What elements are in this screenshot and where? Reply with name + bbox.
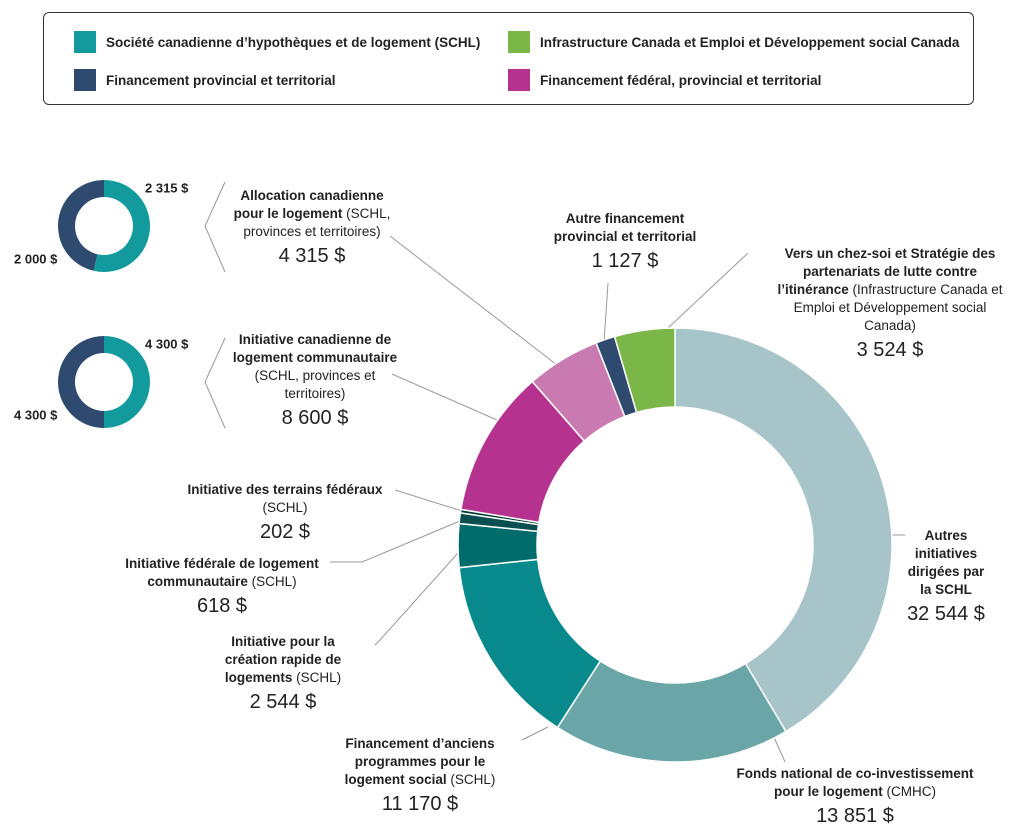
legend-label: Infrastructure Canada et Emploi et Dével… <box>540 34 960 50</box>
legend-swatch <box>74 31 96 53</box>
value-label: 4 300 $ <box>145 336 189 351</box>
label-title: Vers un chez-soi et Stratégie des parten… <box>777 246 996 297</box>
label-note: (SCHL, provinces et territoires) <box>254 368 376 401</box>
bracket <box>204 337 226 429</box>
donut-segment <box>58 336 104 428</box>
label-note: (SCHL) <box>296 670 342 685</box>
segment-label: Initiative fédérale de logement communau… <box>107 555 337 619</box>
leader-line <box>667 252 749 329</box>
label-title: Financement d’anciens programmes pour le… <box>344 736 495 787</box>
label-title: Initiative fédérale de logement communau… <box>125 556 319 589</box>
leader-line <box>603 282 609 343</box>
label-note: (SCHL) <box>450 772 496 787</box>
segment-label: Allocation canadienne pour le logement (… <box>227 187 397 269</box>
legend-label: Financement provincial et territorial <box>106 72 336 88</box>
value-label: 1 127 $ <box>591 250 659 272</box>
leader-line <box>772 734 786 763</box>
leader-line <box>521 726 549 741</box>
label-title: Initiative des terrains fédéraux <box>187 482 383 497</box>
bracket <box>204 181 226 273</box>
leader-line <box>394 489 463 512</box>
leaders <box>204 181 905 763</box>
label-note: (SCHL) <box>262 500 308 515</box>
segment-label: Initiative pour la création rapide de lo… <box>213 633 353 715</box>
value-label: 202 $ <box>259 521 311 543</box>
segment-label: Vers un chez-soi et Stratégie des parten… <box>770 245 1010 363</box>
legend-swatch <box>508 69 530 91</box>
value-label: 11 170 $ <box>381 793 459 815</box>
legend-item: Infrastructure Canada et Emploi et Dével… <box>508 31 959 53</box>
legend-item: Financement fédéral, provincial et terri… <box>508 69 821 91</box>
segment-label: Financement d’anciens programmes pour le… <box>325 735 515 817</box>
legend-label: Financement fédéral, provincial et terri… <box>540 72 822 88</box>
label-note: (Infrastructure Canada et Emploi et Déve… <box>793 282 1003 333</box>
donut-segment <box>556 659 787 763</box>
label-title: Autre financement provincial et territor… <box>553 211 697 244</box>
donut-segment <box>104 336 150 428</box>
label-title: Fonds national de co-investissement pour… <box>736 766 974 799</box>
value-label: 3 524 $ <box>856 339 924 361</box>
legend-swatch <box>508 31 530 53</box>
segment-label: Autres initiatives dirigées par la SCHL 3… <box>901 527 991 627</box>
legend: Société canadienne d’hypothèques et de l… <box>43 12 974 105</box>
label-note: (SCHL, provinces et territoires) <box>243 206 391 239</box>
legend-item: Société canadienne d’hypothèques et de l… <box>74 31 480 53</box>
donut-segment <box>613 327 676 414</box>
value-label: 2 315 $ <box>145 180 189 195</box>
legend-swatch <box>74 69 96 91</box>
segment-label: Fonds national de co-investissement pour… <box>720 765 990 829</box>
leader-line <box>330 520 461 563</box>
leader-line <box>389 235 558 366</box>
legend-item: Financement provincial et territorial <box>74 69 336 91</box>
value-label: 2 544 $ <box>249 691 317 713</box>
label-note: (SCHL) <box>251 574 297 589</box>
label-title: Allocation canadienne pour le logement <box>233 188 384 221</box>
segment-label: Initiative des terrains fédéraux (SCHL) 2… <box>170 481 400 545</box>
value-label: 32 544 $ <box>907 603 985 625</box>
segment-label: Initiative canadienne de logement commun… <box>223 331 408 431</box>
value-label: 4 300 $ <box>14 407 58 422</box>
label-title: Initiative canadienne de logement commun… <box>232 332 398 365</box>
leader-line <box>374 552 459 646</box>
value-label: 4 315 $ <box>278 245 346 267</box>
value-label: 2 000 $ <box>14 251 58 266</box>
value-label: 618 $ <box>196 595 248 617</box>
value-label: 13 851 $ <box>816 805 894 827</box>
donut-segment <box>57 180 104 271</box>
segment-label: Autre financement provincial et territor… <box>535 210 715 274</box>
donut-segment <box>674 327 893 733</box>
donut-segment <box>93 180 150 272</box>
legend-label: Société canadienne d’hypothèques et de l… <box>106 34 481 50</box>
leader-line <box>391 373 498 421</box>
label-title: Initiative pour la création rapide de lo… <box>224 634 342 685</box>
value-label: 8 600 $ <box>281 407 349 429</box>
label-note: (CMHC) <box>886 784 937 799</box>
label-title: Autres initiatives dirigées par la SCHL <box>907 528 985 597</box>
